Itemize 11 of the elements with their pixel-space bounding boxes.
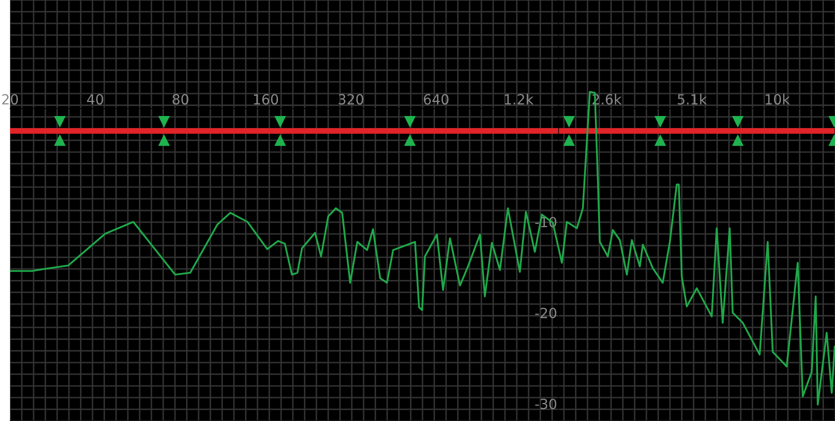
x-tick-label: 20 [2,94,18,105]
x-tick-label: 40 [87,94,104,105]
x-tick-label: 320 [338,94,364,105]
x-tick-label: 80 [172,94,188,105]
x-tick-label: 5.1k [678,94,707,105]
y-tick-label: -30 [535,398,556,410]
x-tick-label: 10k [766,94,790,105]
x-tick-label: 160 [254,94,278,105]
x-tick-label: 640 [424,94,448,105]
y-tick-label: -20 [535,308,556,318]
x-tick-label: 1.2k [504,94,534,104]
